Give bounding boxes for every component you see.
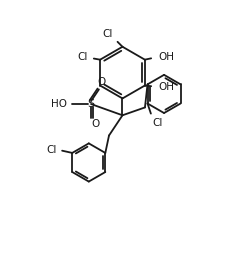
Text: Cl: Cl bbox=[47, 144, 57, 155]
Text: S: S bbox=[87, 99, 95, 109]
Text: OH: OH bbox=[158, 82, 174, 92]
Text: Cl: Cl bbox=[102, 29, 112, 39]
Text: O: O bbox=[91, 119, 99, 129]
Text: HO: HO bbox=[51, 99, 67, 109]
Text: OH: OH bbox=[158, 52, 174, 62]
Text: Cl: Cl bbox=[77, 52, 88, 62]
Text: Cl: Cl bbox=[152, 118, 162, 128]
Text: O: O bbox=[97, 77, 105, 87]
